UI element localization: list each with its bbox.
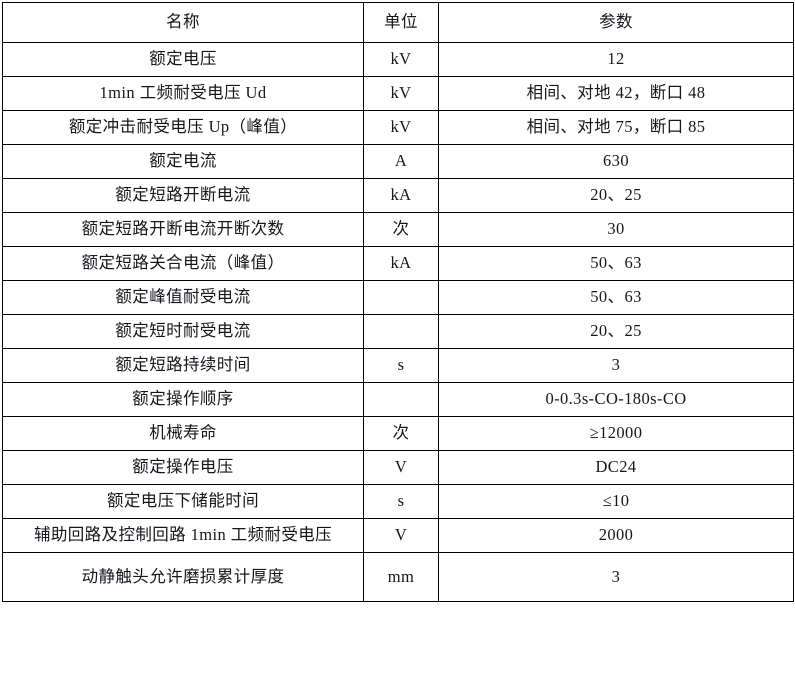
column-header-name: 名称 [2,2,364,43]
cell-parameter-name: 额定操作顺序 [2,382,364,417]
cell-unit [363,314,439,349]
cell-parameter-name: 额定峰值耐受电流 [2,280,364,315]
cell-unit: s [363,484,439,519]
cell-parameter-value: 20、25 [438,178,794,213]
cell-parameter-name: 额定短路关合电流（峰值） [2,246,364,281]
cell-parameter-name: 额定短路开断电流 [2,178,364,213]
cell-unit [363,382,439,417]
cell-unit: mm [363,552,439,602]
technical-parameters-table: 名称 单位 参数 额定电压 kV 12 1min 工频耐受电压 Ud kV 相间、对地 4… [2,2,794,602]
cell-unit: s [363,348,439,383]
cell-parameter-value: 50、63 [438,280,794,315]
cell-unit: kA [363,246,439,281]
cell-parameter-value: ≤10 [438,484,794,519]
cell-unit: V [363,518,439,553]
cell-unit: kV [363,42,439,77]
cell-unit: kV [363,76,439,111]
cell-parameter-name: 额定短时耐受电流 [2,314,364,349]
cell-parameter-value: 30 [438,212,794,247]
cell-parameter-name: 额定电流 [2,144,364,179]
spec-table-container: 名称 单位 参数 额定电压 kV 12 1min 工频耐受电压 Ud kV 相间、对地 4… [2,2,794,602]
cell-unit: kA [363,178,439,213]
cell-unit: V [363,450,439,485]
table-row: 额定电压 kV 12 [2,42,794,77]
cell-parameter-value: 3 [438,552,794,602]
cell-unit: A [363,144,439,179]
cell-parameter-value: 630 [438,144,794,179]
cell-unit: kV [363,110,439,145]
column-header-unit: 单位 [363,2,439,43]
table-row: 额定短时耐受电流 20、25 [2,314,794,349]
table-row: 额定短路关合电流（峰值） kA 50、63 [2,246,794,281]
table-row: 机械寿命次 ≥12000 [2,416,794,451]
table-row: 额定电压下储能时间 s ≤10 [2,484,794,519]
table-row: 额定操作电压 V DC24 [2,450,794,485]
table-header-row: 名称 单位 参数 [2,2,794,43]
cell-parameter-name: 额定短路开断电流开断次数 [2,212,364,247]
cell-parameter-value: 50、63 [438,246,794,281]
cell-unit: 次 [363,212,439,247]
cell-parameter-value: 2000 [438,518,794,553]
table-row: 1min 工频耐受电压 Ud kV 相间、对地 42，断口 48 [2,76,794,111]
cell-parameter-value: 20、25 [438,314,794,349]
table-row: 额定短路开断电流 kA 20、25 [2,178,794,213]
table-row: 额定短路开断电流开断次数次 30 [2,212,794,247]
cell-unit [363,280,439,315]
cell-parameter-name: 额定操作电压 [2,450,364,485]
cell-parameter-name: 额定电压下储能时间 [2,484,364,519]
cell-parameter-value: ≥12000 [438,416,794,451]
table-row: 额定峰值耐受电流 50、63 [2,280,794,315]
cell-parameter-value: 12 [438,42,794,77]
cell-parameter-name: 额定冲击耐受电压 Up（峰值） [2,110,364,145]
table-row: 额定电流 A 630 [2,144,794,179]
cell-parameter-name: 额定短路持续时间 [2,348,364,383]
table-row: 额定短路持续时间 s 3 [2,348,794,383]
cell-parameter-name: 机械寿命 [2,416,364,451]
table-row: 辅助回路及控制回路 1min 工频耐受电压 V 2000 [2,518,794,553]
cell-parameter-name: 动静触头允许磨损累计厚度 [2,552,364,602]
table-body: 额定电压 kV 12 1min 工频耐受电压 Ud kV 相间、对地 42，断口 48 额定… [2,42,794,602]
cell-parameter-name: 额定电压 [2,42,364,77]
cell-parameter-name: 1min 工频耐受电压 Ud [2,76,364,111]
cell-parameter-value: 3 [438,348,794,383]
table-header: 名称 单位 参数 [2,2,794,43]
cell-parameter-value: 相间、对地 42，断口 48 [438,76,794,111]
table-row: 额定冲击耐受电压 Up（峰值） kV 相间、对地 75，断口 85 [2,110,794,145]
cell-parameter-value: DC24 [438,450,794,485]
table-row: 动静触头允许磨损累计厚度 mm 3 [2,552,794,602]
cell-parameter-name: 辅助回路及控制回路 1min 工频耐受电压 [2,518,364,553]
cell-unit: 次 [363,416,439,451]
table-row: 额定操作顺序 0-0.3s-CO-180s-CO [2,382,794,417]
cell-parameter-value: 相间、对地 75，断口 85 [438,110,794,145]
cell-parameter-value: 0-0.3s-CO-180s-CO [438,382,794,417]
column-header-param: 参数 [438,2,794,43]
